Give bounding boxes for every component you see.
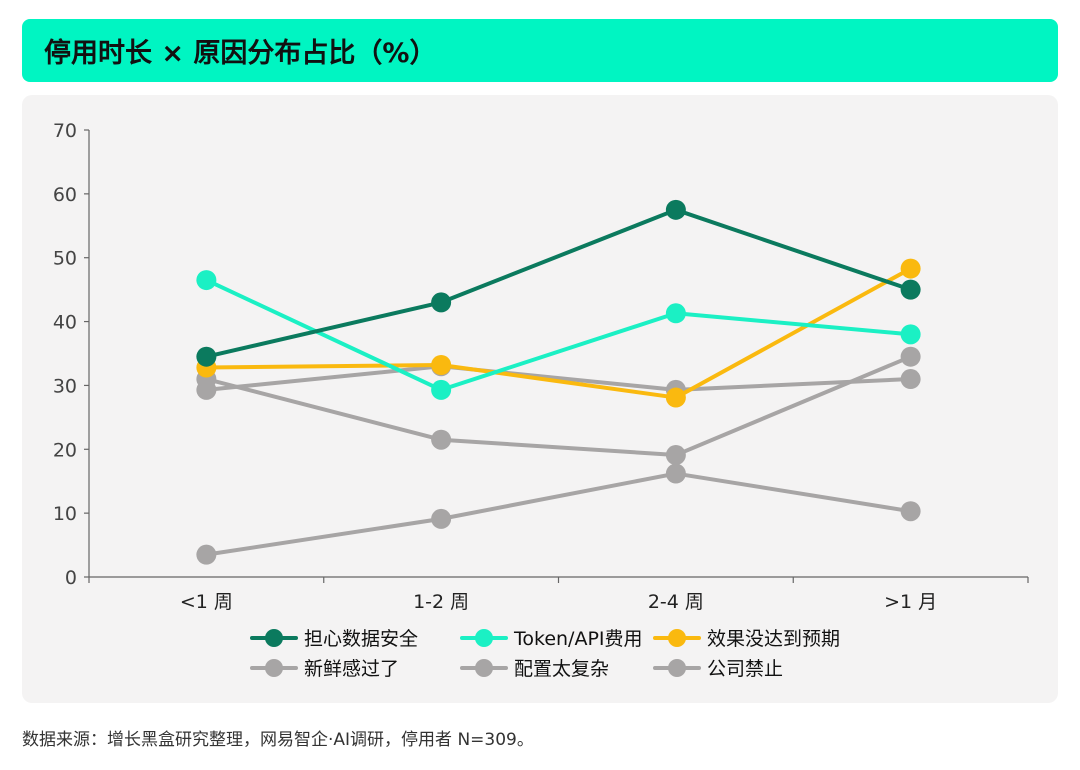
y-tick-label: 20 [53,439,77,461]
data-point [665,303,686,324]
legend-marker [668,659,686,677]
data-point [900,501,921,522]
data-point [665,387,686,408]
y-tick-label: 40 [53,312,77,334]
y-tick-label: 60 [53,184,77,206]
y-tick-label: 0 [65,567,77,589]
data-point [431,292,452,313]
data-point [900,324,921,345]
series-line [204,471,913,557]
legend-marker [475,659,493,677]
legend-label: 公司禁止 [707,658,783,680]
y-tick-label: 30 [53,375,77,397]
legend-label: 效果没达到预期 [707,628,840,650]
y-tick-label: 50 [53,248,77,270]
series-line [204,278,913,392]
data-point [196,270,217,291]
series-line [204,266,913,400]
x-tick-label: 2-4 周 [648,591,704,613]
series-line [204,354,913,458]
data-point [665,199,686,220]
x-tick-label: <1 周 [180,591,233,613]
data-point [431,508,452,529]
data-point [900,369,921,390]
data-point [196,346,217,367]
legend-label: 新鲜感过了 [304,658,399,680]
legend-label: 担心数据安全 [304,628,418,650]
title-bar: 停用时长 × 原因分布占比（%） [22,19,1058,82]
data-point [431,379,452,400]
legend-marker [265,659,283,677]
y-tick-label: 70 [53,120,77,142]
legend-label: 配置太复杂 [514,658,609,680]
data-point [196,379,217,400]
data-point [665,463,686,484]
legend-label: Token/API费用 [513,628,643,650]
data-point [431,354,452,375]
data-point [900,258,921,279]
series-line [204,364,913,392]
data-point [196,544,217,565]
series-line [204,207,913,359]
chart-title: 停用时长 × 原因分布占比（%） [44,38,437,69]
x-tick-label: 1-2 周 [413,591,469,613]
data-point [431,429,452,450]
legend-marker [668,629,686,647]
y-tick-label: 10 [53,503,77,525]
data-point [665,445,686,466]
data-point [900,346,921,367]
legend-marker [475,629,493,647]
x-tick-label: >1 月 [884,591,937,613]
source-note: 数据来源：增长黑盒研究整理，网易智企·AI调研，停用者 N=309。 [22,730,534,750]
data-point [900,279,921,300]
legend-marker [265,629,283,647]
chart-panel: 0 10 20 30 40 50 60 70 <1 周 1-2 周 2-4 周 >1 月担心数据安全 T… [22,95,1058,703]
